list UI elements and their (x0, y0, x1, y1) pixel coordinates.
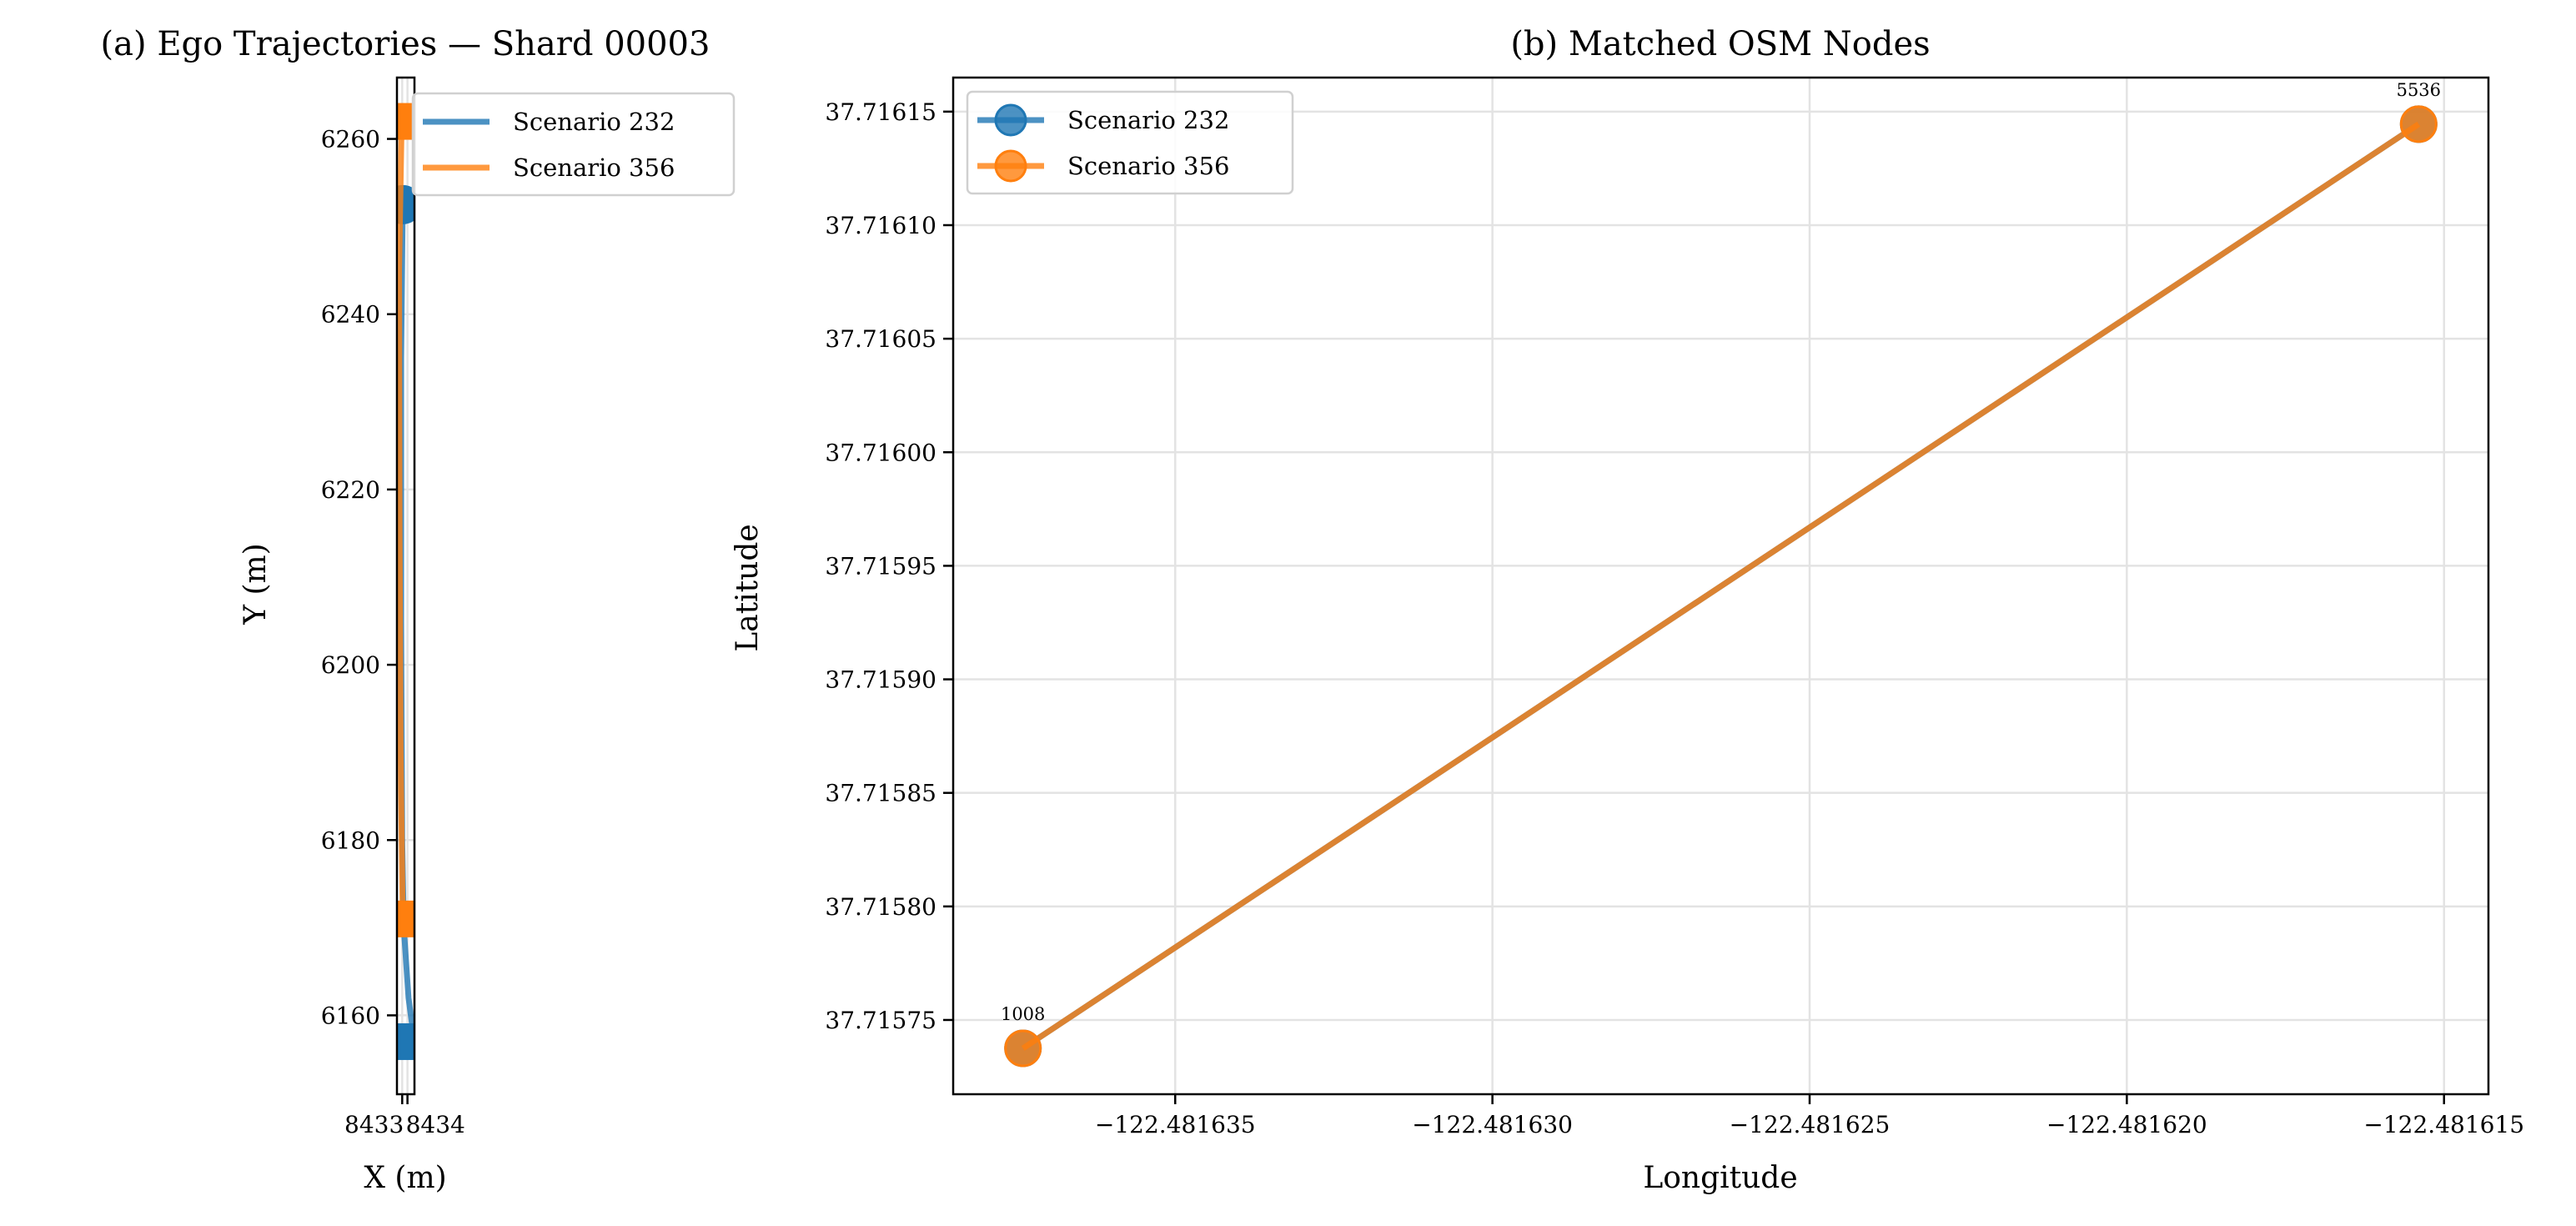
x-tick-label: −122.481620 (2046, 1111, 2207, 1138)
end-marker (397, 900, 414, 937)
point-marker (1004, 1029, 1042, 1068)
y-tick-label: 6220 (321, 476, 380, 504)
point-marker (2399, 105, 2438, 143)
legend-label: Scenario 232 (1067, 106, 1229, 134)
x-tick-label: −122.481625 (1730, 1111, 1891, 1138)
legend-label: Scenario 232 (513, 108, 675, 136)
chart-b-ylabel: Latitude (731, 524, 765, 651)
chart-b-title: (b) Matched OSM Nodes (1510, 25, 1930, 63)
x-tick-label: −122.481615 (2363, 1111, 2524, 1138)
chart-ego-trajectories: (a) Ego Trajectories — Shard 00003 X (m)… (101, 25, 736, 1195)
plot-area (1004, 105, 2438, 1068)
legend-label: Scenario 356 (1067, 152, 1229, 180)
y-tick-label: 37.71600 (825, 439, 936, 466)
y-tick-label: 37.71575 (825, 1007, 936, 1034)
x-tick-label: 8434 (406, 1111, 465, 1138)
legend-box (966, 90, 1294, 195)
node-label: 5536 (2397, 80, 2441, 100)
chart-a-ylabel: Y (m) (239, 543, 273, 625)
end-marker (397, 103, 414, 140)
end-marker (397, 1023, 414, 1060)
y-tick-label: 6240 (321, 301, 380, 329)
y-tick-label: 37.71580 (825, 893, 936, 921)
y-tick-label: 37.71610 (825, 212, 936, 239)
series-line-scenario-356 (1021, 121, 2421, 1051)
legend-label: Scenario 356 (513, 153, 675, 182)
x-tick-label: −122.481630 (1412, 1111, 1573, 1138)
y-tick-label: 37.71590 (825, 666, 936, 694)
y-tick-label: 37.71615 (825, 98, 936, 126)
y-tick-label: 37.71595 (825, 552, 936, 580)
chart-a-xlabel: X (m) (364, 1161, 446, 1195)
chart-a-title: (a) Ego Trajectories — Shard 00003 (101, 25, 711, 63)
y-tick-label: 6180 (321, 827, 380, 854)
series-line-scenario-356 (397, 121, 406, 919)
y-tick-label: 37.71585 (825, 780, 936, 807)
y-tick-label: 6160 (321, 1002, 380, 1029)
chart-matched-osm-nodes: (b) Matched OSM Nodes Longitude Latitude… (731, 25, 2524, 1195)
axes-frame (395, 76, 416, 1096)
x-tick-label: 8433 (344, 1111, 404, 1138)
y-tick-label: 37.71605 (825, 325, 936, 353)
legend-marker (994, 103, 1027, 137)
legend-box (411, 92, 736, 197)
y-tick-label: 6260 (321, 126, 380, 153)
chart-b-xlabel: Longitude (1643, 1161, 1797, 1195)
axes-frame (952, 76, 2490, 1096)
legend-marker (994, 149, 1027, 183)
x-tick-label: −122.481635 (1095, 1111, 1256, 1138)
y-tick-label: 6200 (321, 651, 380, 679)
node-label: 1008 (1001, 1004, 1045, 1024)
plot-area (397, 103, 414, 1060)
